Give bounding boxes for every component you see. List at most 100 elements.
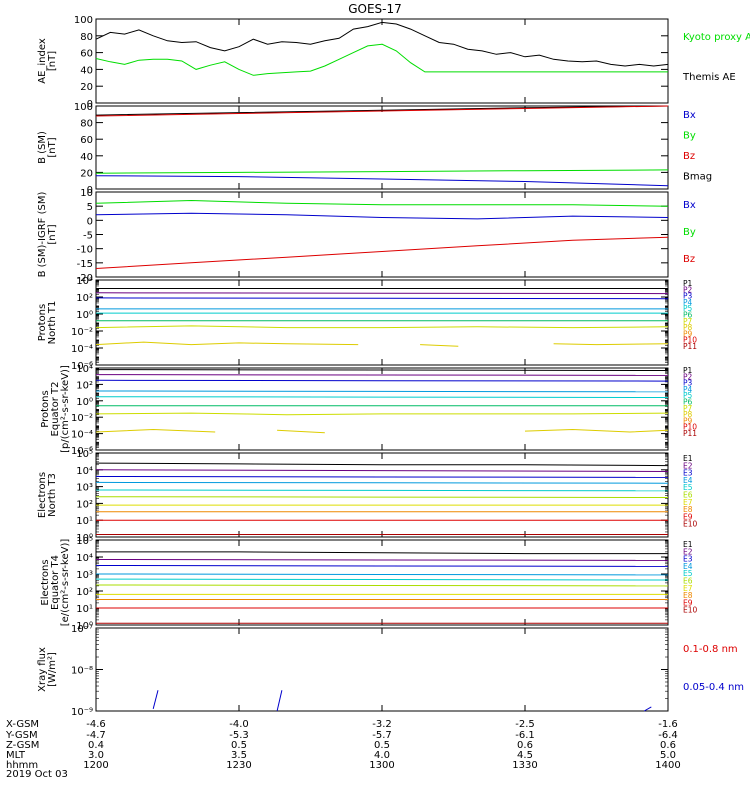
panel-7: 10⁰ 10¹ 10² 10³ 10⁴ 10⁵ Electrons Equator T4 [e/…: [40, 536, 698, 632]
legend-entry: E8: [683, 505, 693, 514]
y-tick-label: 10⁻⁷: [71, 624, 93, 635]
footer-cell: 0.6: [660, 740, 676, 751]
legend-entry: E6: [683, 577, 693, 586]
series-line-p7: [95, 412, 669, 416]
series-line-e5: [95, 489, 669, 492]
y-axis-title: AE_index: [37, 38, 48, 84]
footer-row-label: X-GSM: [6, 719, 39, 730]
footer-cell: 3.0: [88, 750, 104, 761]
legend-entry: E4: [683, 562, 693, 571]
series-line-e6: [95, 496, 669, 498]
footer-cell: -6.4: [658, 730, 678, 741]
y-tick-label: 60: [80, 49, 93, 60]
legend-entry: E6: [683, 491, 693, 500]
legend-entry: P11: [683, 429, 697, 438]
panel-3: -20 -15 -10 -5 0 5 10 B (SM)-IGRF (SM) [nT] Bx By B…: [37, 188, 696, 284]
legend-entry: Bz: [683, 254, 695, 265]
series-line-e4: [95, 573, 669, 576]
y-tick-label: 10⁰: [76, 533, 93, 544]
footer-row-label: hhmm: [6, 760, 38, 771]
legend-entry: Kyoto proxy AE: [683, 32, 750, 43]
y-tick-label: 40: [80, 65, 93, 76]
footer-cell: 0.6: [517, 740, 533, 751]
legend-entry: E5: [683, 569, 693, 578]
panel-5: 10⁻⁶ 10⁻⁴ 10⁻² 10⁰ 10² 10⁴ Protons Equator T2 [p…: [40, 364, 697, 457]
footer-row-label: MLT: [6, 750, 26, 761]
legend-entry: By: [683, 227, 696, 238]
footer-cell: -4.7: [86, 730, 106, 741]
footer-cell: 1230: [226, 760, 251, 771]
y-axis-title: B (SM): [37, 131, 48, 164]
series-line-p3: [95, 379, 669, 382]
legend-entry: P4: [683, 385, 693, 394]
legend-entry: P5: [683, 304, 693, 313]
footer-cell: -5.3: [229, 730, 249, 741]
y-tick-label: 10⁻²: [71, 413, 93, 424]
legend-entry: Bx: [683, 200, 696, 211]
series-line-e1: [96, 551, 668, 555]
y-tick-label: 10²: [76, 587, 93, 598]
legend-entry: E3: [683, 469, 693, 478]
footer-cell: -5.7: [372, 730, 392, 741]
y-tick-label: 0: [87, 99, 93, 110]
legend-entry: P1: [683, 366, 693, 375]
legend-entry: P8: [683, 323, 693, 332]
y-tick-label: 10¹: [76, 604, 93, 615]
y-tick-label: 10⁻²: [71, 327, 93, 338]
legend-entry: E2: [683, 547, 693, 556]
footer-row-label: 2019 Oct 03: [6, 769, 68, 780]
legend-entry: E10: [683, 606, 698, 615]
legend-entry: E9: [683, 512, 693, 521]
y-axis-title: Xray flux: [37, 647, 48, 692]
legend-entry: E8: [683, 591, 693, 600]
y-tick-label: 10³: [76, 570, 93, 581]
series-line-p1: [95, 369, 669, 371]
series-line-bz: [95, 105, 669, 117]
y-tick-label: 10⁻⁶: [71, 446, 93, 457]
panel-8: 10⁻⁹ 10⁻⁸ 10⁻⁷ Xray flux [W/m²] 0.1-0.8 nm 0.0…: [37, 624, 744, 718]
y-tick-label: 10⁴: [76, 276, 93, 287]
y-tick-label: 10⁴: [76, 466, 93, 477]
y-tick-label: 10⁰: [76, 310, 93, 321]
series-line-e3: [95, 476, 669, 478]
y-tick-label: 10⁵: [76, 536, 93, 547]
footer-cell: -6.1: [515, 730, 535, 741]
footer-cell: 0.5: [374, 740, 390, 751]
legend-entry: P10: [683, 423, 697, 432]
series-line-themis-ae: [95, 21, 669, 67]
panel-1: 0 20 40 60 80 100 AE_index[nT] Kyoto proxy AE Th…: [37, 15, 750, 110]
legend-entry: E9: [683, 598, 693, 607]
legend-entry: P6: [683, 398, 693, 407]
y-axis-title: Equator T2: [50, 382, 61, 437]
legend-entry: P10: [683, 336, 697, 345]
series-line-bx: [95, 212, 669, 220]
legend-entry: Themis AE: [682, 72, 736, 83]
legend-entry: P2: [683, 372, 693, 381]
series-line-by: [95, 169, 669, 174]
y-tick-label: 20: [80, 82, 93, 93]
y-axis-title: North T3: [47, 473, 58, 517]
series-line-e3: [95, 565, 669, 567]
series-line-bmag: [95, 105, 669, 116]
footer-cell: 3.5: [231, 750, 247, 761]
legend-entry: P11: [683, 342, 697, 351]
series-line-e4: [95, 481, 669, 484]
series-line-by: [95, 199, 669, 207]
y-tick-label: -20: [77, 273, 93, 284]
legend-entry: P6: [683, 311, 693, 320]
legend-entry: E7: [683, 498, 693, 507]
legend-entry: P5: [683, 391, 693, 400]
y-tick-label: 20: [80, 168, 93, 179]
legend-entry: E1: [683, 454, 693, 463]
series-line-p5: [95, 396, 669, 398]
y-tick-label: 10: [80, 188, 93, 199]
y-axis-title: [p/(cm²-s-sr-keV)]: [60, 365, 71, 453]
footer-cell: 1200: [83, 760, 108, 771]
y-tick-label: 60: [80, 135, 93, 146]
footer-cell: -2.5: [515, 719, 535, 730]
legend-entry: Bmag: [683, 172, 712, 183]
footer-cell: 4.5: [517, 750, 533, 761]
y-axis-title: [nT]: [47, 224, 58, 244]
